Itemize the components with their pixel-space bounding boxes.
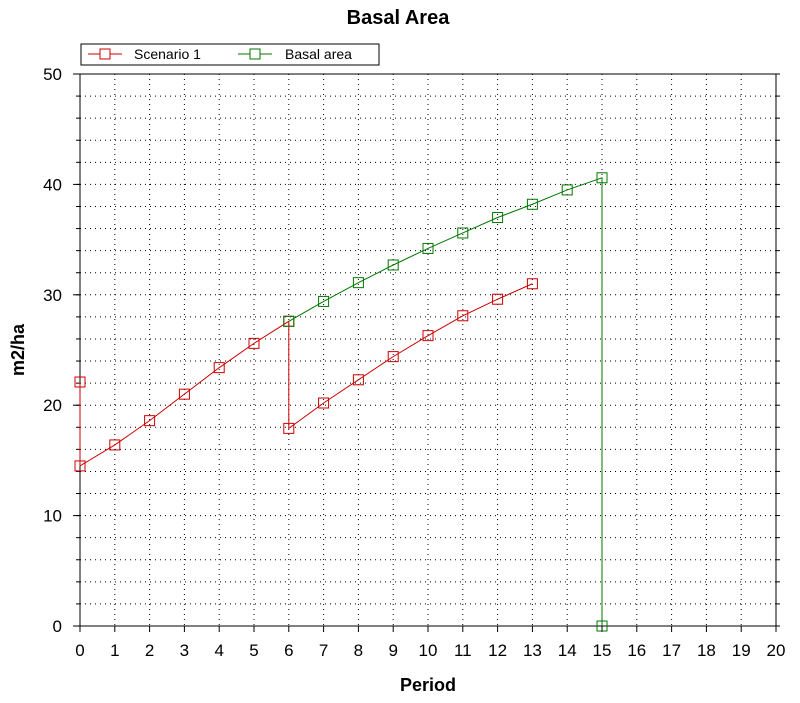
data-point (526, 198, 538, 210)
data-point (422, 242, 434, 254)
data-point (526, 278, 538, 290)
data-point (422, 330, 434, 342)
x-tick-label: 8 (354, 641, 363, 660)
data-point (283, 315, 295, 327)
axis-ticks (73, 73, 780, 632)
x-tick-label: 13 (523, 641, 542, 660)
x-tick-label: 0 (75, 641, 84, 660)
data-point (387, 259, 399, 271)
y-tick-label: 50 (43, 65, 62, 84)
grid (80, 74, 776, 626)
data-point (596, 620, 608, 632)
y-tick-label: 0 (53, 617, 62, 636)
series-layer (74, 172, 608, 632)
x-tick-label: 15 (593, 641, 612, 660)
legend-marker-basal-area (249, 48, 261, 60)
series-line (288, 177, 603, 626)
x-tick-label: 4 (214, 641, 223, 660)
data-point (457, 310, 469, 322)
series-1 (74, 278, 538, 472)
x-tick-label: 12 (488, 641, 507, 660)
x-tick-label: 19 (732, 641, 751, 660)
x-tick-label: 20 (767, 641, 786, 660)
x-tick-label: 16 (627, 641, 646, 660)
y-tick-label: 30 (43, 286, 62, 305)
x-axis-label: Period (400, 675, 456, 695)
data-point (248, 337, 260, 349)
data-point (457, 227, 469, 239)
x-tick-label: 5 (249, 641, 258, 660)
x-tick-label: 7 (319, 641, 328, 660)
chart-title: Basal Area (347, 7, 451, 29)
x-tick-label: 3 (180, 641, 189, 660)
legend-label-basal-area: Basal area (285, 46, 352, 62)
data-point (283, 422, 295, 434)
y-axis-label: m2/ha (8, 323, 28, 376)
y-tick-label: 10 (43, 507, 62, 526)
x-tick-label: 11 (454, 641, 472, 660)
data-point (178, 388, 190, 400)
data-point (213, 362, 225, 374)
data-point (109, 439, 121, 451)
data-point (74, 460, 86, 472)
data-point (318, 397, 330, 409)
legend-label-scenario-1: Scenario 1 (134, 46, 201, 62)
x-tick-label: 6 (284, 641, 293, 660)
data-point (352, 374, 364, 386)
data-point (74, 376, 86, 388)
x-tick-label: 14 (558, 641, 577, 660)
data-point (318, 295, 330, 307)
x-tick-label: 1 (110, 641, 119, 660)
data-point (387, 351, 399, 363)
y-tick-label: 40 (43, 175, 62, 194)
x-tick-labels: 0 1 2 3 4 5 6 7 8 9 10 11 12 13 14 15 16 17 18 19 20 (75, 641, 785, 660)
data-point (561, 184, 573, 196)
x-tick-label: 18 (697, 641, 716, 660)
x-tick-label: 9 (388, 641, 397, 660)
legend-box (80, 43, 380, 66)
x-tick-label: 10 (419, 641, 438, 660)
y-tick-labels: 0 10 20 30 40 50 (43, 65, 62, 636)
legend-marker-scenario-1 (99, 48, 111, 60)
data-point (492, 212, 504, 224)
data-point (596, 172, 608, 184)
data-point (144, 415, 156, 427)
data-point (352, 277, 364, 289)
x-tick-label: 2 (145, 641, 154, 660)
data-point (492, 293, 504, 305)
series-line (79, 283, 533, 467)
series-2 (283, 172, 608, 632)
x-tick-label: 17 (662, 641, 681, 660)
legend: Scenario 1 Basal area (80, 43, 380, 66)
y-tick-label: 20 (43, 396, 62, 415)
